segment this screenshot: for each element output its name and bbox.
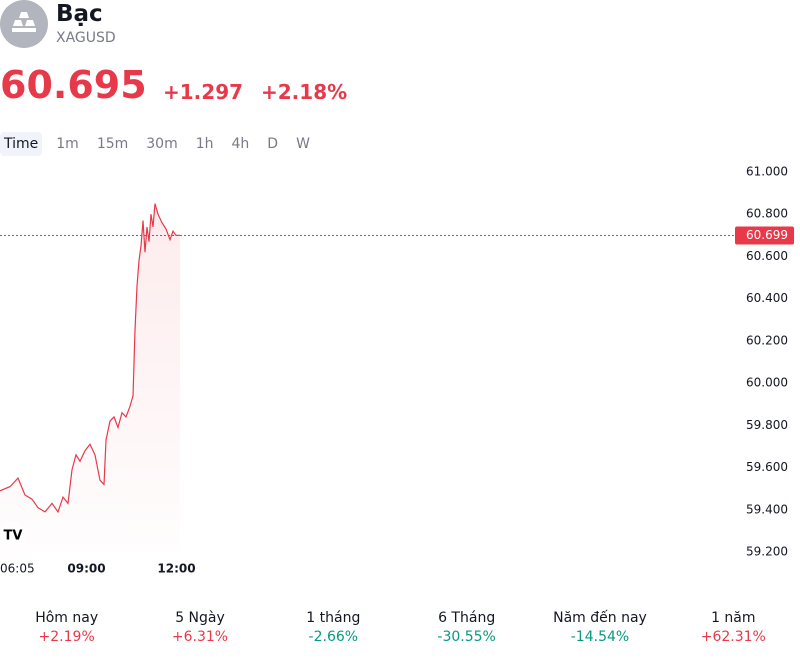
chart: 61.000 60.800 60.600 60.400 60.200 60.000 59.8… bbox=[0, 165, 794, 576]
tab[interactable]: W bbox=[296, 136, 310, 152]
last-price-label: 60.699 bbox=[746, 228, 788, 242]
performance-value: -2.66% bbox=[308, 629, 359, 645]
tab[interactable]: 15m bbox=[96, 136, 129, 152]
performance-value: +2.19% bbox=[38, 629, 95, 645]
tab[interactable]: D bbox=[267, 136, 279, 152]
y-tick-label: 59.800 bbox=[746, 418, 788, 432]
symbol-icon bbox=[0, 0, 48, 48]
tabs: Time 1m 15m 30m 1h 4h D W bbox=[0, 132, 324, 156]
y-tick-label: 59.400 bbox=[746, 502, 788, 516]
x-tick-label: 06:05 bbox=[0, 562, 35, 576]
performance-label: 1 tháng bbox=[306, 610, 361, 626]
tab[interactable]: Time bbox=[0, 132, 43, 156]
title: Bạc bbox=[56, 1, 103, 27]
line bbox=[0, 203, 180, 514]
performance-item[interactable]: 1 tháng -2.66% bbox=[267, 610, 400, 645]
change-percent: +2.18% bbox=[261, 80, 348, 104]
performance-label: Năm đến nay bbox=[553, 610, 647, 626]
performance-item[interactable]: 1 năm +62.31% bbox=[667, 610, 800, 645]
y-tick-label: 59.200 bbox=[746, 545, 788, 559]
performance-value: -14.54% bbox=[570, 629, 630, 645]
symbol: XAGUSD bbox=[56, 30, 116, 46]
performance-row: Hôm nay +2.19% 5 Ngày +6.31% 1 tháng -2.66% 6 … bbox=[0, 610, 800, 645]
y-tick-label: 60.200 bbox=[746, 333, 788, 347]
change: +1.297 bbox=[163, 80, 244, 104]
price: 60.695 bbox=[0, 63, 147, 107]
icon-art bbox=[12, 12, 36, 32]
performance-value: -30.55% bbox=[437, 629, 496, 645]
area bbox=[0, 203, 180, 552]
performance-item[interactable]: Năm đến nay -14.54% bbox=[533, 610, 666, 645]
x-tick-label: 12:00 bbox=[157, 562, 195, 576]
performance-item[interactable]: 5 Ngày +6.31% bbox=[133, 610, 266, 645]
y-tick-label: 59.600 bbox=[746, 460, 788, 474]
tv-logo: TV bbox=[0, 522, 26, 548]
svg-text:TV: TV bbox=[4, 529, 23, 544]
y-tick-label: 61.000 bbox=[746, 165, 788, 179]
y-tick-label: 60.600 bbox=[746, 249, 788, 263]
x-tick-label: 09:00 bbox=[67, 562, 105, 576]
performance-label: 6 Tháng bbox=[438, 610, 496, 626]
performance-label: Hôm nay bbox=[35, 610, 99, 626]
last-price-badge bbox=[735, 226, 794, 245]
performance-value: +6.31% bbox=[171, 629, 229, 645]
performance-label: 1 năm bbox=[711, 610, 756, 626]
performance-value: +62.31% bbox=[700, 629, 766, 645]
y-tick-label: 60.000 bbox=[746, 376, 788, 390]
performance-item[interactable]: 6 Tháng -30.55% bbox=[400, 610, 533, 645]
tab[interactable]: 30m bbox=[146, 136, 178, 152]
tab[interactable]: 1h bbox=[195, 136, 214, 152]
performance-item[interactable]: Hôm nay +2.19% bbox=[0, 610, 133, 645]
tab[interactable]: 1m bbox=[56, 136, 79, 152]
performance-label: 5 Ngày bbox=[175, 610, 225, 626]
y-tick-label: 60.800 bbox=[746, 207, 788, 221]
tab[interactable]: 4h bbox=[231, 136, 250, 152]
y-tick-label: 60.400 bbox=[746, 291, 788, 305]
